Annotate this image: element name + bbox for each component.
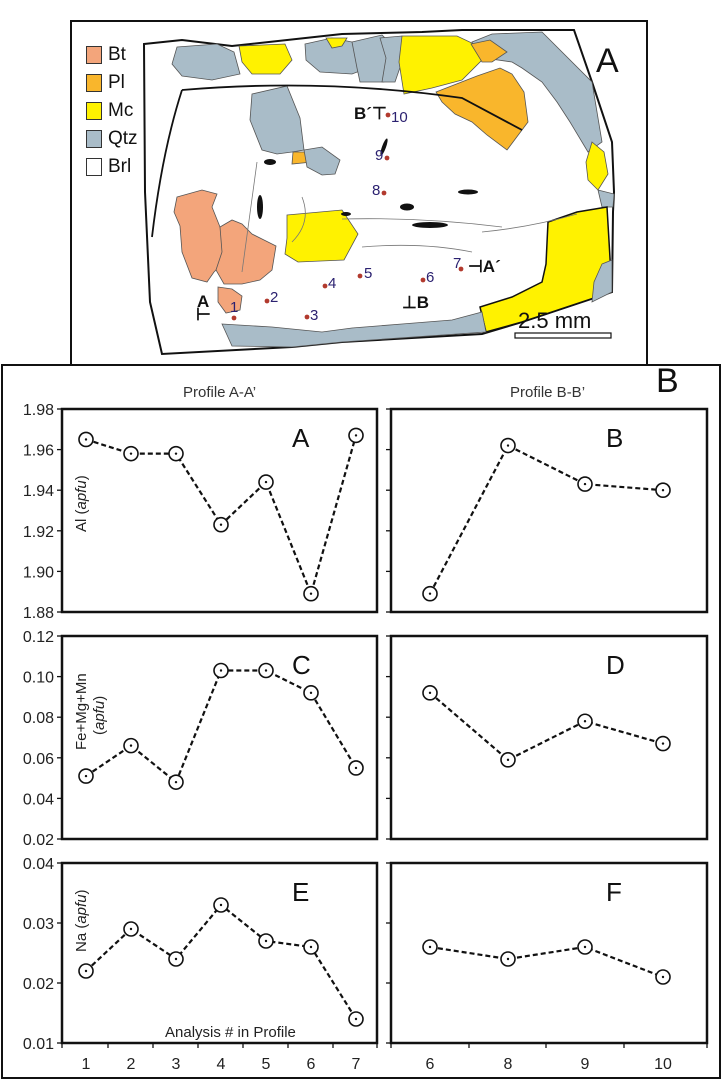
legend-item-pl: Pl: [86, 72, 125, 94]
subpanel-label-A: A: [292, 423, 310, 453]
legend-label-mc: Mc: [108, 100, 134, 121]
y-axis-label-al: Al (apfu): [73, 475, 90, 532]
panel-label-b: B: [656, 362, 679, 400]
x-axis-label: Analysis # in Profile: [165, 1024, 296, 1041]
y-tick-label: 1.94: [23, 483, 54, 500]
svg-text:⊥B: ⊥B: [402, 293, 429, 312]
svg-text:7: 7: [453, 255, 461, 272]
swatch-qtz: [86, 130, 102, 148]
swatch-bt: [86, 46, 102, 64]
swatch-pl: [86, 74, 102, 92]
plot-frame-A: [60, 407, 379, 614]
panel-label-a: A: [596, 42, 619, 80]
y-tick-label: 0.10: [23, 670, 54, 687]
x-tick-label: 3: [172, 1056, 181, 1073]
scale-bar-label: 2.5 mm: [518, 308, 592, 333]
svg-text:2: 2: [270, 289, 278, 306]
y-tick-label: 0.04: [23, 856, 54, 873]
subpanel-label-C: C: [292, 650, 311, 680]
svg-text:⊣A´: ⊣A´: [468, 257, 501, 276]
profile-b-title: Profile B-B’: [510, 384, 586, 401]
x-tick-label: 6: [307, 1056, 316, 1073]
legend-item-brl: Brl: [86, 156, 131, 178]
series-line-B: [429, 444, 664, 595]
svg-text:6: 6: [426, 269, 434, 286]
y-tick-label: 0.02: [23, 976, 54, 993]
x-tick-label: 10: [654, 1056, 672, 1073]
y-tick-label: 0.04: [23, 791, 54, 808]
legend-label-brl: Brl: [108, 156, 132, 177]
svg-text:(apfu): (apfu): [91, 696, 108, 735]
y-tick-label: 0.01: [23, 1036, 54, 1053]
x-tick-label: 1: [82, 1056, 91, 1073]
x-tick-label: 5: [262, 1056, 271, 1073]
svg-text:1: 1: [230, 299, 238, 316]
svg-text:B´⊤: B´⊤: [354, 104, 387, 123]
swatch-mc: [86, 102, 102, 120]
legend-label-bt: Bt: [108, 44, 126, 65]
y-axis-label-femgmn: Fe+Mg+Mn: [73, 673, 90, 750]
map-drawing: 1 2 3 4 5 6 7 8 9 10 A ⊢ ⊣A´ ⊥B B´⊤: [142, 29, 616, 356]
y-tick-label: 1.88: [23, 605, 54, 622]
svg-text:8: 8: [372, 182, 380, 199]
subpanel-label-E: E: [292, 877, 309, 907]
subpanel-label-B: B: [606, 423, 623, 453]
swatch-brl: [86, 158, 102, 176]
legend-label-qtz: Qtz: [108, 128, 138, 149]
legend-item-bt: Bt: [86, 44, 126, 66]
legend-item-qtz: Qtz: [86, 128, 138, 150]
analysis-points: [231, 112, 464, 321]
thin-section-map: 1 2 3 4 5 6 7 8 9 10 A ⊢ ⊣A´ ⊥B B´⊤ Bt P…: [70, 20, 648, 366]
profile-a-title: Profile A-A’: [183, 384, 257, 401]
plot-frame-B: [389, 407, 709, 614]
svg-text:A: A: [197, 292, 209, 311]
y-axis-label-na: Na (apfu): [73, 889, 90, 952]
plot-frame-E: [60, 861, 379, 1045]
y-tick-label: 1.98: [23, 402, 54, 419]
svg-text:9: 9: [375, 147, 383, 164]
x-tick-label: 8: [504, 1056, 513, 1073]
subpanel-label-F: F: [606, 877, 622, 907]
svg-text:⊢: ⊢: [196, 305, 211, 324]
svg-text:5: 5: [364, 265, 372, 282]
x-tick-label: 4: [217, 1056, 226, 1073]
x-tick-label: 2: [127, 1056, 136, 1073]
series-line-D: [429, 692, 664, 762]
x-tick-label: 9: [581, 1056, 590, 1073]
plot-frame-D: [389, 634, 709, 841]
y-tick-label: 0.02: [23, 832, 54, 849]
legend-label-pl: Pl: [108, 72, 125, 93]
svg-text:3: 3: [310, 307, 318, 324]
svg-text:10: 10: [391, 109, 408, 126]
y-tick-label: 0.12: [23, 629, 54, 646]
y-tick-label: 0.03: [23, 916, 54, 933]
y-tick-label: 1.92: [23, 524, 54, 541]
y-tick-label: 1.96: [23, 443, 54, 460]
subpanel-label-D: D: [606, 650, 625, 680]
legend-item-mc: Mc: [86, 100, 133, 122]
y-tick-label: 0.08: [23, 710, 54, 727]
x-tick-label: 6: [426, 1056, 435, 1073]
svg-text:4: 4: [328, 275, 336, 292]
y-tick-label: 1.90: [23, 564, 54, 581]
y-tick-label: 0.06: [23, 751, 54, 768]
x-tick-label: 7: [352, 1056, 361, 1073]
